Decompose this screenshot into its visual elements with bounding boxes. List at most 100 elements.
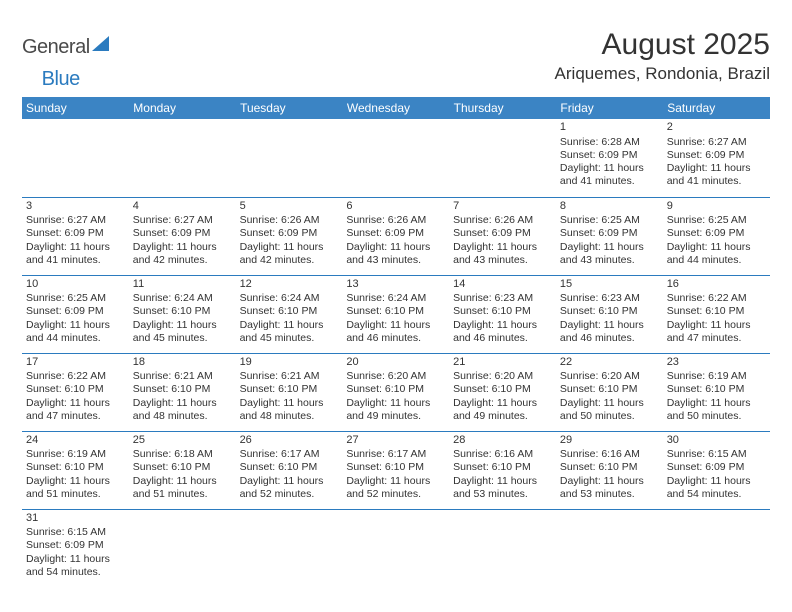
daylight-text: Daylight: 11 hours and 52 minutes. [346,475,445,501]
day-number: 19 [240,356,339,370]
day-number: 3 [26,200,125,214]
calendar-cell [663,509,770,587]
sunrise-text: Sunrise: 6:20 AM [453,370,552,383]
weekday-header-row: Sunday Monday Tuesday Wednesday Thursday… [22,97,770,119]
calendar-cell: 14Sunrise: 6:23 AMSunset: 6:10 PMDayligh… [449,275,556,353]
day-number: 31 [26,512,125,526]
sunset-text: Sunset: 6:09 PM [667,461,766,474]
daylight-text: Daylight: 11 hours and 42 minutes. [240,241,339,267]
day-number: 1 [560,121,659,135]
day-number: 4 [133,200,232,214]
sunset-text: Sunset: 6:10 PM [560,383,659,396]
calendar-cell [449,119,556,197]
sunrise-text: Sunrise: 6:20 AM [560,370,659,383]
day-number: 28 [453,434,552,448]
sunset-text: Sunset: 6:10 PM [346,461,445,474]
sunrise-text: Sunrise: 6:18 AM [133,448,232,461]
daylight-text: Daylight: 11 hours and 44 minutes. [26,319,125,345]
calendar-cell [236,509,343,587]
calendar-cell: 20Sunrise: 6:20 AMSunset: 6:10 PMDayligh… [342,353,449,431]
day-number: 2 [667,121,766,135]
calendar-cell: 11Sunrise: 6:24 AMSunset: 6:10 PMDayligh… [129,275,236,353]
calendar-cell [342,119,449,197]
weekday-header: Wednesday [342,97,449,119]
weekday-header: Tuesday [236,97,343,119]
calendar-cell [449,509,556,587]
sunrise-text: Sunrise: 6:20 AM [346,370,445,383]
sunset-text: Sunset: 6:09 PM [26,305,125,318]
daylight-text: Daylight: 11 hours and 48 minutes. [240,397,339,423]
sunrise-text: Sunrise: 6:17 AM [346,448,445,461]
weekday-header: Monday [129,97,236,119]
sunset-text: Sunset: 6:10 PM [453,461,552,474]
sunset-text: Sunset: 6:09 PM [667,149,766,162]
sunrise-text: Sunrise: 6:24 AM [240,292,339,305]
calendar-cell: 17Sunrise: 6:22 AMSunset: 6:10 PMDayligh… [22,353,129,431]
brand-part1: General [22,36,90,59]
calendar-row: 31Sunrise: 6:15 AMSunset: 6:09 PMDayligh… [22,509,770,587]
daylight-text: Daylight: 11 hours and 51 minutes. [26,475,125,501]
sunset-text: Sunset: 6:09 PM [560,227,659,240]
daylight-text: Daylight: 11 hours and 43 minutes. [560,241,659,267]
daylight-text: Daylight: 11 hours and 54 minutes. [667,475,766,501]
sunset-text: Sunset: 6:10 PM [240,383,339,396]
sunset-text: Sunset: 6:10 PM [453,383,552,396]
weekday-header: Saturday [663,97,770,119]
sunrise-text: Sunrise: 6:21 AM [133,370,232,383]
weekday-header: Friday [556,97,663,119]
daylight-text: Daylight: 11 hours and 42 minutes. [133,241,232,267]
calendar-cell: 10Sunrise: 6:25 AMSunset: 6:09 PMDayligh… [22,275,129,353]
day-number: 15 [560,278,659,292]
sunrise-text: Sunrise: 6:15 AM [667,448,766,461]
sunrise-text: Sunrise: 6:23 AM [453,292,552,305]
calendar-cell: 13Sunrise: 6:24 AMSunset: 6:10 PMDayligh… [342,275,449,353]
day-number: 23 [667,356,766,370]
daylight-text: Daylight: 11 hours and 47 minutes. [667,319,766,345]
calendar-row: 10Sunrise: 6:25 AMSunset: 6:09 PMDayligh… [22,275,770,353]
daylight-text: Daylight: 11 hours and 54 minutes. [26,553,125,579]
daylight-text: Daylight: 11 hours and 45 minutes. [133,319,232,345]
calendar-cell: 27Sunrise: 6:17 AMSunset: 6:10 PMDayligh… [342,431,449,509]
calendar-cell: 5Sunrise: 6:26 AMSunset: 6:09 PMDaylight… [236,197,343,275]
sunrise-text: Sunrise: 6:15 AM [26,526,125,539]
sunset-text: Sunset: 6:10 PM [26,461,125,474]
daylight-text: Daylight: 11 hours and 41 minutes. [560,162,659,188]
day-number: 5 [240,200,339,214]
sunset-text: Sunset: 6:10 PM [346,305,445,318]
calendar-cell: 25Sunrise: 6:18 AMSunset: 6:10 PMDayligh… [129,431,236,509]
calendar-cell [236,119,343,197]
daylight-text: Daylight: 11 hours and 49 minutes. [346,397,445,423]
day-number: 27 [346,434,445,448]
sunset-text: Sunset: 6:09 PM [560,149,659,162]
sunrise-text: Sunrise: 6:21 AM [240,370,339,383]
calendar-cell: 1Sunrise: 6:28 AMSunset: 6:09 PMDaylight… [556,119,663,197]
sunset-text: Sunset: 6:10 PM [667,383,766,396]
sunrise-text: Sunrise: 6:25 AM [667,214,766,227]
sunset-text: Sunset: 6:09 PM [667,227,766,240]
sunrise-text: Sunrise: 6:28 AM [560,136,659,149]
calendar-cell: 8Sunrise: 6:25 AMSunset: 6:09 PMDaylight… [556,197,663,275]
sunset-text: Sunset: 6:10 PM [560,461,659,474]
day-number: 25 [133,434,232,448]
calendar-cell [129,119,236,197]
calendar-cell: 19Sunrise: 6:21 AMSunset: 6:10 PMDayligh… [236,353,343,431]
calendar-table: Sunday Monday Tuesday Wednesday Thursday… [22,97,770,587]
daylight-text: Daylight: 11 hours and 43 minutes. [346,241,445,267]
calendar-cell: 3Sunrise: 6:27 AMSunset: 6:09 PMDaylight… [22,197,129,275]
daylight-text: Daylight: 11 hours and 51 minutes. [133,475,232,501]
calendar-cell: 21Sunrise: 6:20 AMSunset: 6:10 PMDayligh… [449,353,556,431]
calendar-cell: 18Sunrise: 6:21 AMSunset: 6:10 PMDayligh… [129,353,236,431]
sunset-text: Sunset: 6:10 PM [453,305,552,318]
daylight-text: Daylight: 11 hours and 46 minutes. [453,319,552,345]
sunset-text: Sunset: 6:10 PM [26,383,125,396]
calendar-cell: 12Sunrise: 6:24 AMSunset: 6:10 PMDayligh… [236,275,343,353]
calendar-cell: 28Sunrise: 6:16 AMSunset: 6:10 PMDayligh… [449,431,556,509]
location-subtitle: Ariquemes, Rondonia, Brazil [555,64,770,84]
calendar-cell: 4Sunrise: 6:27 AMSunset: 6:09 PMDaylight… [129,197,236,275]
calendar-cell: 16Sunrise: 6:22 AMSunset: 6:10 PMDayligh… [663,275,770,353]
sunrise-text: Sunrise: 6:16 AM [560,448,659,461]
sunrise-text: Sunrise: 6:22 AM [667,292,766,305]
daylight-text: Daylight: 11 hours and 50 minutes. [667,397,766,423]
sunrise-text: Sunrise: 6:27 AM [26,214,125,227]
sunset-text: Sunset: 6:10 PM [133,461,232,474]
